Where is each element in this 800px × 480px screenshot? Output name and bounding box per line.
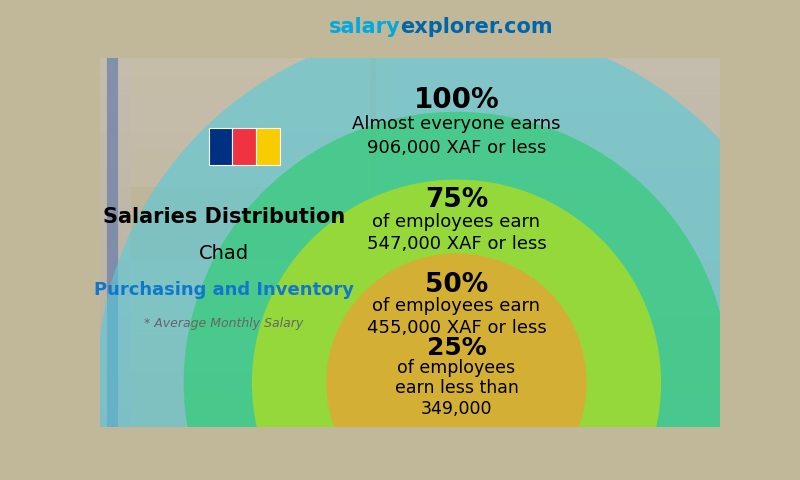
Bar bbox=[100, 372, 720, 390]
Ellipse shape bbox=[184, 112, 730, 480]
Bar bbox=[100, 261, 720, 279]
Ellipse shape bbox=[252, 180, 661, 480]
Text: 906,000 XAF or less: 906,000 XAF or less bbox=[367, 139, 546, 157]
Text: 50%: 50% bbox=[425, 272, 488, 298]
Text: Almost everyone earns: Almost everyone earns bbox=[352, 115, 561, 133]
Bar bbox=[100, 168, 720, 187]
Bar bbox=[131, 187, 379, 261]
Text: 75%: 75% bbox=[425, 187, 488, 213]
Text: of employees earn: of employees earn bbox=[373, 297, 541, 315]
Text: * Average Monthly Salary: * Average Monthly Salary bbox=[144, 317, 304, 330]
Bar bbox=[100, 316, 720, 335]
Bar bbox=[100, 187, 720, 205]
Bar bbox=[100, 390, 720, 409]
Bar bbox=[131, 58, 391, 187]
Bar bbox=[131, 335, 348, 427]
Bar bbox=[209, 128, 232, 165]
Bar bbox=[100, 205, 720, 224]
Bar bbox=[256, 128, 280, 165]
Text: earn less than: earn less than bbox=[394, 379, 518, 397]
Ellipse shape bbox=[97, 25, 800, 480]
Text: 100%: 100% bbox=[414, 86, 499, 114]
Bar bbox=[100, 58, 720, 76]
Bar bbox=[131, 261, 366, 335]
Text: 25%: 25% bbox=[426, 336, 486, 360]
Text: 547,000 XAF or less: 547,000 XAF or less bbox=[366, 235, 546, 253]
Bar bbox=[100, 279, 720, 298]
Text: salary: salary bbox=[328, 17, 400, 37]
Ellipse shape bbox=[326, 253, 586, 480]
Text: Salaries Distribution: Salaries Distribution bbox=[103, 206, 345, 227]
Bar bbox=[100, 132, 720, 150]
Text: explorer.com: explorer.com bbox=[400, 17, 553, 37]
Bar bbox=[100, 224, 720, 242]
Bar bbox=[100, 298, 720, 316]
Bar bbox=[100, 335, 720, 353]
Bar bbox=[100, 353, 720, 372]
Bar bbox=[100, 95, 720, 113]
Text: Chad: Chad bbox=[199, 244, 249, 263]
Bar bbox=[100, 409, 720, 427]
Text: Purchasing and Inventory: Purchasing and Inventory bbox=[94, 281, 354, 300]
Bar bbox=[100, 76, 720, 95]
Bar bbox=[232, 128, 256, 165]
Bar bbox=[100, 150, 720, 168]
Text: 455,000 XAF or less: 455,000 XAF or less bbox=[366, 319, 546, 337]
Text: of employees: of employees bbox=[398, 359, 515, 377]
Bar bbox=[100, 242, 720, 261]
Text: 349,000: 349,000 bbox=[421, 400, 492, 418]
Bar bbox=[100, 113, 720, 132]
Text: of employees earn: of employees earn bbox=[373, 213, 541, 231]
